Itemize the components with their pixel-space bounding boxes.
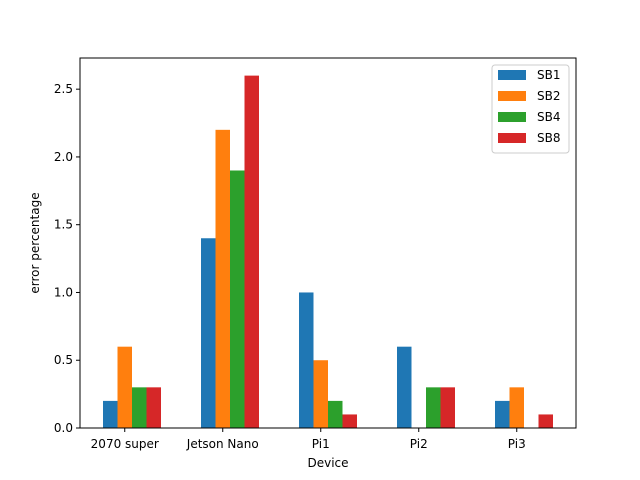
y-axis-title: error percentage bbox=[28, 192, 42, 293]
legend: SB1 SB2 SB4 SB8 bbox=[491, 64, 570, 154]
legend-label-sb8: SB8 bbox=[537, 131, 560, 145]
y-tick-label: 0.0 bbox=[54, 421, 73, 435]
x-tick-label: Pi1 bbox=[312, 437, 330, 451]
bar-sb8-1 bbox=[146, 387, 161, 428]
bar-sb2-5 bbox=[509, 387, 524, 428]
bar-sb4-2 bbox=[230, 170, 245, 428]
x-axis-title: Device bbox=[307, 456, 348, 470]
y-tick-label: 1.5 bbox=[54, 218, 73, 232]
legend-swatch-sb2 bbox=[498, 91, 526, 101]
bar-sb2-2 bbox=[215, 129, 230, 429]
x-tick-label: Pi2 bbox=[410, 437, 428, 451]
y-tick-label: 1.0 bbox=[54, 285, 73, 299]
legend-swatch-sb4 bbox=[498, 112, 526, 122]
bar-sb2-3 bbox=[313, 360, 328, 428]
bars-group bbox=[103, 75, 553, 429]
bar-sb4-1 bbox=[132, 387, 147, 428]
legend-swatch-sb8 bbox=[498, 133, 526, 143]
y-tick-label: 2.5 bbox=[54, 82, 73, 96]
plot-frame bbox=[79, 57, 577, 429]
legend-label-sb1: SB1 bbox=[537, 68, 560, 82]
bar-sb1-2 bbox=[201, 238, 216, 428]
bar-sb8-5 bbox=[538, 414, 553, 428]
bar-sb2-1 bbox=[117, 346, 132, 428]
legend-label-sb2: SB2 bbox=[537, 89, 560, 103]
y-axis: 0.0 0.5 1.0 1.5 2.0 2.5 bbox=[54, 82, 80, 435]
y-tick-label: 0.5 bbox=[54, 353, 73, 367]
legend-frame bbox=[491, 64, 570, 154]
x-tick-label: Pi3 bbox=[508, 437, 526, 451]
legend-swatch-sb1 bbox=[498, 70, 526, 80]
x-tick-label: 2070 super bbox=[91, 437, 159, 451]
bar-sb1-3 bbox=[299, 292, 314, 428]
bar-sb8-3 bbox=[342, 414, 357, 428]
legend-label-sb4: SB4 bbox=[537, 110, 560, 124]
bar-sb1-5 bbox=[495, 400, 510, 428]
bar-sb8-2 bbox=[244, 75, 259, 428]
x-axis: 2070 super Jetson Nano Pi1 Pi2 Pi3 bbox=[91, 428, 526, 451]
bar-sb1-1 bbox=[103, 400, 118, 428]
bar-sb1-4 bbox=[397, 346, 412, 428]
bar-sb8-4 bbox=[440, 387, 455, 428]
x-tick-label: Jetson Nano bbox=[186, 437, 259, 451]
bar-sb4-3 bbox=[328, 400, 343, 428]
y-tick-label: 2.0 bbox=[54, 150, 73, 164]
bar-sb4-4 bbox=[426, 387, 441, 428]
